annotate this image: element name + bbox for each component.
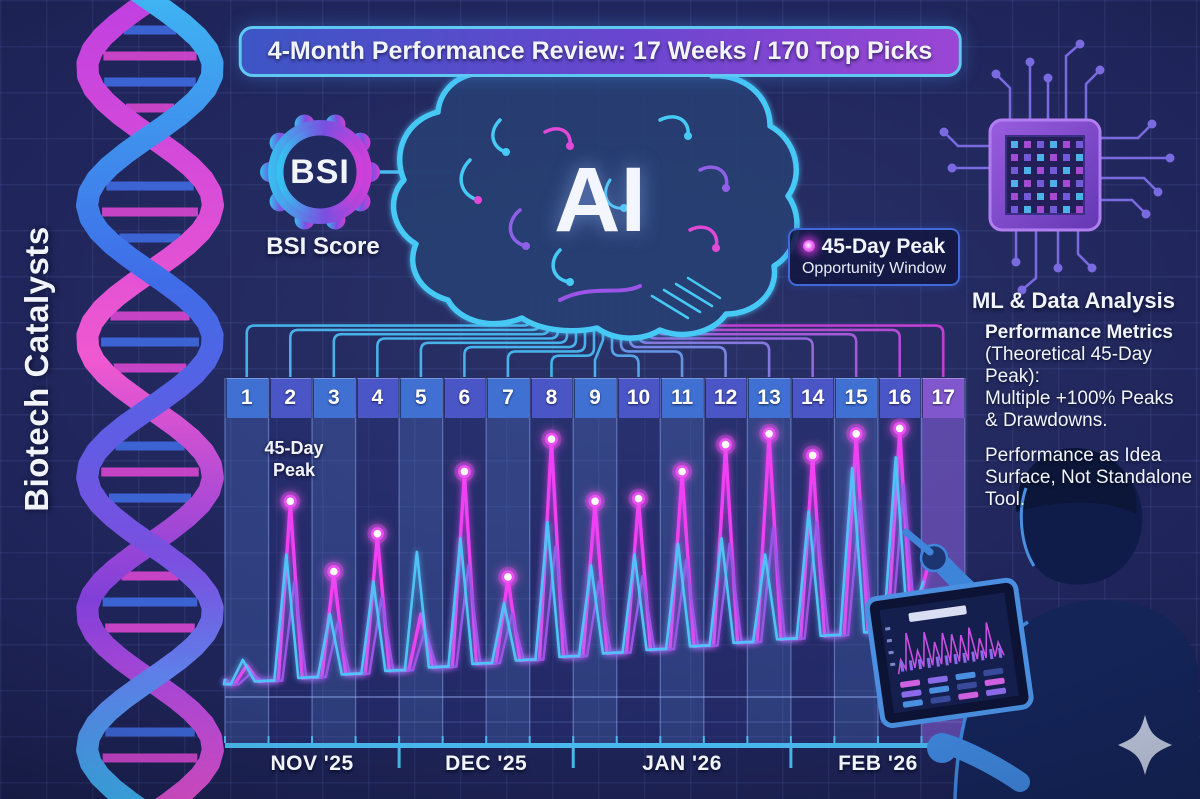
circuit-trace — [628, 296, 727, 377]
peak-marker-dot — [889, 418, 910, 439]
bsi-badge — [260, 114, 380, 230]
peak-marker-dot — [497, 566, 518, 587]
chart-line-base-line-cyan — [222, 456, 925, 686]
tablet-illustration — [864, 577, 1034, 728]
peak-marker-dot — [628, 488, 649, 509]
circuit-trace — [376, 296, 560, 377]
week-column-band — [268, 418, 313, 743]
tablet-mini-chart — [885, 622, 1007, 708]
circuit-trace — [619, 296, 684, 377]
performance-chart — [222, 378, 1175, 768]
peak-marker-dot — [802, 445, 823, 466]
week-column-band — [834, 418, 878, 743]
peak-marker-dot — [846, 423, 867, 444]
peak-marker-dot — [454, 461, 475, 482]
peak-marker-dot — [323, 561, 344, 582]
peak-marker-dot — [759, 423, 780, 444]
circuit-trace — [550, 296, 596, 377]
ml-chip-icon — [939, 39, 1175, 295]
dna-helix-illustration — [76, 0, 224, 799]
peak-marker-dot — [672, 461, 693, 482]
ai-brain-icon — [390, 41, 800, 341]
time-axis — [225, 743, 1175, 748]
peak-marker-dot — [280, 491, 301, 512]
peak-marker-dot — [541, 429, 562, 450]
peak-marker-dot — [367, 523, 388, 544]
circuit-trace — [506, 296, 587, 377]
week-column-band — [573, 418, 617, 743]
sparkle-icon — [1118, 715, 1172, 775]
brain-outline — [390, 41, 800, 341]
peak-marker-dot — [715, 434, 736, 455]
circuit-trace — [419, 296, 569, 377]
peak-marker-dot — [585, 491, 605, 512]
circuit-trace — [610, 296, 640, 377]
week-column-band — [225, 418, 269, 743]
circuit-trace — [463, 296, 578, 377]
week-column-band — [355, 418, 400, 743]
